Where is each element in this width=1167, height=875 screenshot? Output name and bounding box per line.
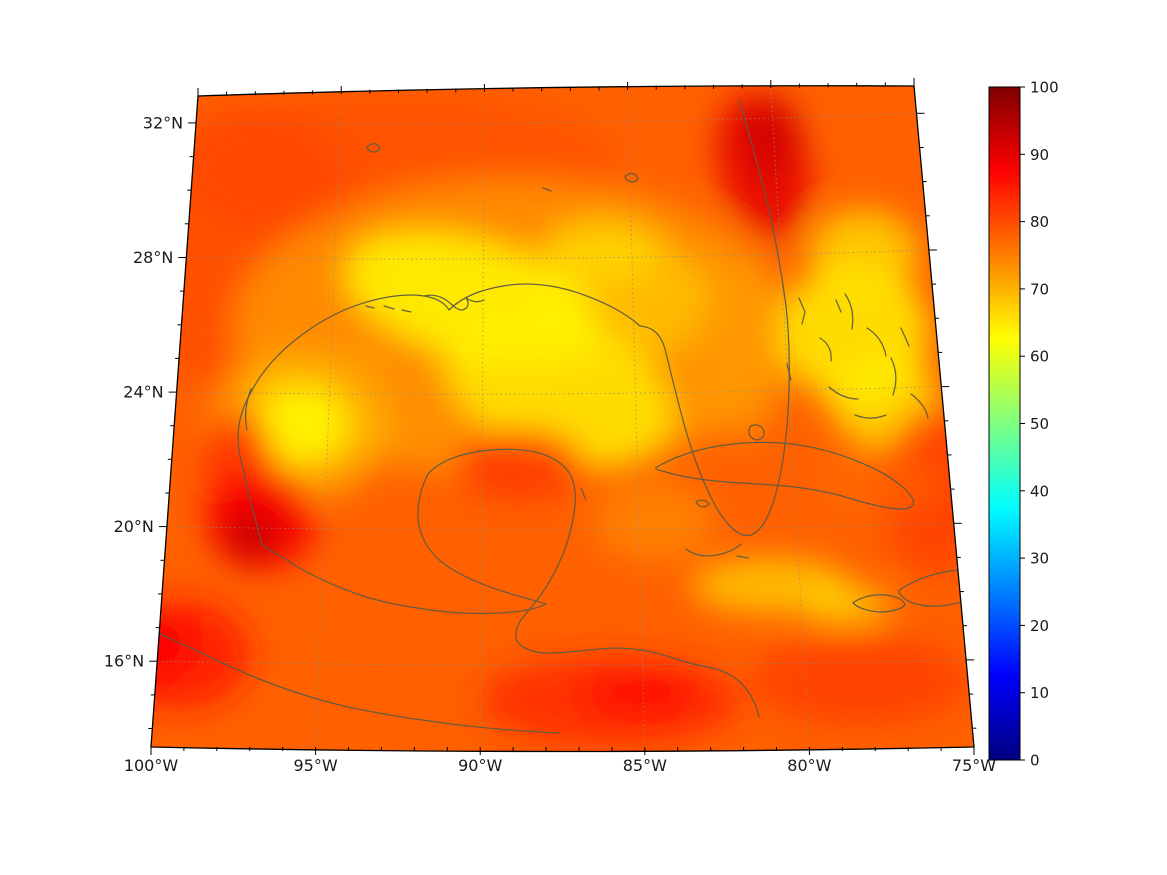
coastline-cuba (654, 441, 915, 510)
coastline-cozumel (580, 487, 587, 501)
coastline-gulf-coast-mexico-texas-louisiana (237, 283, 641, 546)
colorbar-tick-label: 30 (1030, 550, 1049, 568)
lat-tick-label: 28°N (133, 248, 173, 267)
coastline-mississippi-delta (423, 294, 485, 311)
parallel-line (176, 386, 942, 395)
colorbar-swatch (989, 87, 1020, 760)
field-blobs (151, 90, 974, 747)
coastline-yucatan-belize-honduras (427, 448, 760, 718)
colorbar-tick-label: 80 (1030, 213, 1049, 231)
field-blob (542, 219, 663, 280)
field-blob (250, 384, 351, 465)
field-blob (594, 481, 715, 562)
colorbar-tick-label: 10 (1030, 684, 1049, 702)
coastline-campeche-bay-coast (261, 473, 547, 615)
coastline-small-lakes (366, 143, 639, 192)
meridian-line (627, 89, 646, 748)
coastline-bahamas (786, 293, 929, 419)
field-blob (800, 587, 891, 624)
lon-tick-label: 75°W (952, 756, 996, 775)
lon-tick-label: 95°W (294, 756, 338, 775)
coastline-texas-laguna-madre (245, 388, 252, 431)
field-blob (740, 95, 801, 176)
lon-tick-label: 85°W (623, 756, 667, 775)
axis-ticks (148, 78, 977, 755)
colorbar-tick-label: 0 (1030, 752, 1040, 770)
colorbar: 0 10 20 30 40 50 60 70 80 90 100 (988, 79, 1059, 770)
lat-tick-label: 20°N (114, 517, 154, 536)
lon-tick-label: 80°W (787, 756, 831, 775)
coastline-florida-keys (685, 543, 742, 557)
coastline-florida-and-georgia-coast (639, 99, 790, 537)
colorbar-tick-label: 100 (1030, 79, 1059, 97)
axis-labels: 16°N 20°N 24°N 28°N 32°N 75°W 80°W 85°W 90°W 95°W… (104, 113, 996, 775)
field-blob (454, 429, 585, 500)
coastline-louisiana-marsh-marks (365, 305, 412, 313)
lat-tick-label: 24°N (123, 383, 163, 402)
colorbar-tick-label: 60 (1030, 348, 1049, 366)
parallel-line (166, 522, 954, 531)
parallel-line (196, 112, 917, 125)
lat-tick-label: 32°N (143, 113, 183, 132)
meridian-line (479, 91, 485, 748)
coastline-isle-of-youth (695, 499, 710, 508)
meridian-line (770, 87, 810, 748)
meridian-line (315, 93, 342, 748)
colorbar-tick-label: 90 (1030, 146, 1049, 164)
field-blob (808, 209, 919, 299)
field-blob (223, 512, 280, 561)
field-blob (580, 669, 701, 720)
colorbar-tick-label: 40 (1030, 482, 1049, 500)
field-blob (443, 311, 675, 467)
coastline-pacific-coast-mexico-guatemala (151, 628, 561, 734)
colorbar-tick-label: 20 (1030, 617, 1049, 635)
field-blob (690, 260, 791, 441)
coastline-cayman (736, 555, 749, 559)
coastline-layer (151, 99, 974, 734)
lon-tick-label: 100°W (124, 756, 179, 775)
map-boundary (150, 85, 975, 753)
lon-tick-label: 90°W (458, 756, 502, 775)
lat-tick-label: 16°N (104, 652, 144, 671)
field-blob (818, 452, 939, 513)
coastline-lake-okeechobee (748, 424, 765, 441)
coastline-jamaica (852, 594, 906, 613)
colorbar-tick-label: 70 (1030, 280, 1049, 298)
field-blob (750, 635, 971, 726)
field-layer (151, 85, 974, 752)
graticule (157, 87, 967, 748)
colorbar-tick-label: 50 (1030, 415, 1049, 433)
